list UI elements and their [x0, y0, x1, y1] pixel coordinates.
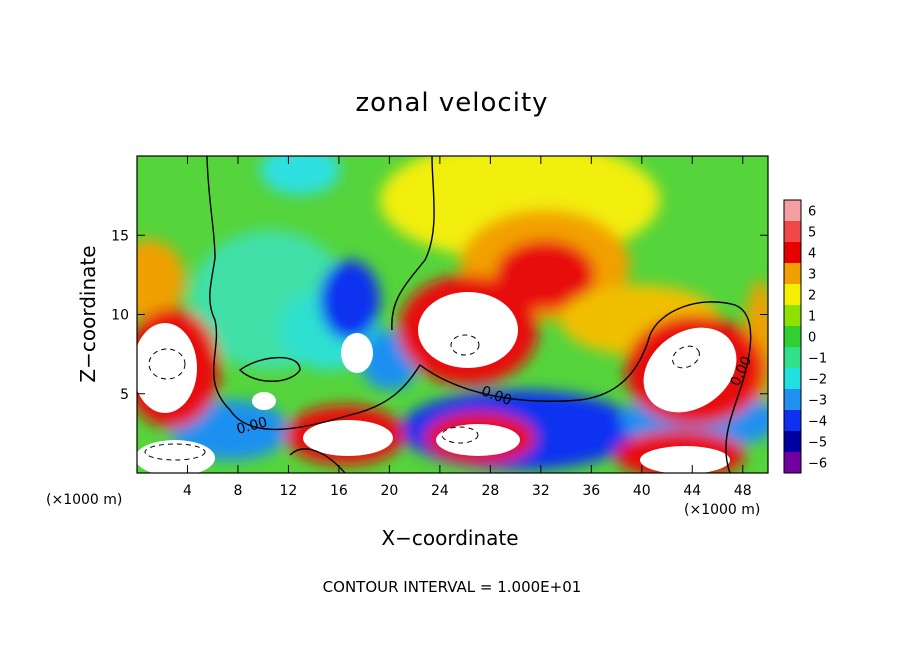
colorbar-tick-label: −4	[808, 415, 827, 430]
jet-core	[640, 446, 730, 473]
x-tick-label: 4	[183, 483, 192, 499]
colorbar-swatch	[784, 305, 801, 327]
y-axis-label: Z−coordinate	[76, 245, 100, 383]
x-tick-label: 32	[532, 483, 550, 499]
colorbar-swatch	[784, 242, 801, 264]
x-tick-label: 36	[582, 483, 600, 499]
x-tick-label: 24	[431, 483, 449, 499]
colorbar-swatch	[784, 368, 801, 390]
colorbar-swatch	[784, 326, 801, 348]
velocity-field	[137, 156, 768, 473]
colorbar-tick-label: 5	[808, 226, 816, 241]
jet-core	[418, 292, 518, 368]
colorbar-tick-label: −1	[808, 352, 827, 367]
colorbar-tick-label: 3	[808, 268, 816, 283]
y-tick-label: 15	[111, 228, 129, 244]
colorbar-tick-label: −5	[808, 436, 827, 451]
colorbar-tick-label: −3	[808, 394, 827, 409]
jet-core	[252, 392, 276, 410]
y-tick-label: 5	[120, 387, 129, 403]
chart-title: zonal velocity	[355, 88, 549, 118]
colorbar-frame	[783, 199, 802, 474]
contour-interval-note: CONTOUR INTERVAL = 1.000E+01	[322, 578, 582, 596]
colorbar-tick-label: 0	[808, 331, 816, 346]
colorbar-swatch	[784, 200, 801, 222]
x-tick-label: 48	[734, 483, 752, 499]
contour-label: 0.00	[235, 414, 269, 438]
colorbar-tick-label: 4	[808, 247, 816, 262]
colorbar-swatch	[784, 221, 801, 243]
colorbar-tick-label: 2	[808, 289, 816, 304]
colorbar-swatch	[784, 263, 801, 285]
x-tick-label: 20	[380, 483, 398, 499]
colorbar: 6 5 4 3 2 1 0 −1 −2 −3 −4 −5 −6	[783, 199, 827, 474]
colorbar-swatch	[784, 410, 801, 432]
x-tick-label: 8	[233, 483, 242, 499]
colorbar-swatch	[784, 452, 801, 474]
colorbar-tick-label: 1	[808, 310, 816, 325]
x-tick-label: 16	[330, 483, 348, 499]
x-tick-label: 40	[633, 483, 651, 499]
x-axis: 4 8 12 16 20 24 28 32 36 40 44 48	[183, 156, 752, 499]
colorbar-tick-label: 6	[808, 205, 816, 220]
x-axis-label: X−coordinate	[381, 526, 519, 550]
y-tick-label: 10	[111, 308, 129, 324]
colorbar-swatch	[784, 431, 801, 453]
jet-core	[303, 420, 393, 456]
jet-core	[643, 327, 737, 413]
colorbar-swatch	[784, 284, 801, 306]
jet-core	[137, 323, 197, 413]
x-tick-label: 12	[280, 483, 298, 499]
y-axis: 5 10 15	[111, 228, 768, 403]
colorbar-swatch	[784, 389, 801, 411]
x-unit-label: (×1000 m)	[684, 502, 761, 518]
x-tick-label: 44	[683, 483, 701, 499]
colorbar-swatch	[784, 347, 801, 369]
jet-core	[137, 440, 215, 473]
x-tick-label: 28	[481, 483, 499, 499]
x-unit-label: (×1000 m)	[46, 492, 123, 508]
colorbar-tick-label: −6	[808, 457, 827, 472]
colorbar-tick-label: −2	[808, 373, 827, 388]
jet-core	[436, 424, 520, 456]
jet-core	[341, 333, 373, 373]
zero-contours	[206, 156, 752, 473]
